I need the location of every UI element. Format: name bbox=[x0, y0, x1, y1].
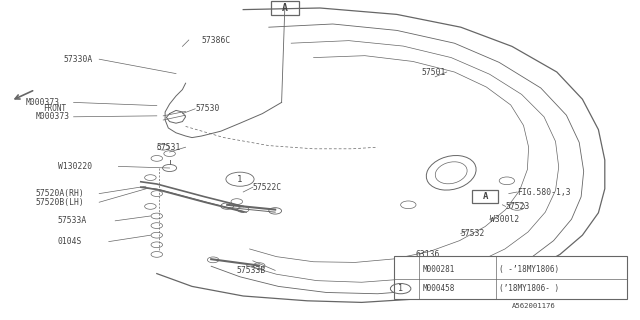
Text: M000281: M000281 bbox=[422, 265, 455, 274]
Text: 57501: 57501 bbox=[421, 68, 445, 76]
Text: M000373: M000373 bbox=[35, 112, 69, 121]
Text: A: A bbox=[282, 3, 288, 13]
Text: 57531: 57531 bbox=[157, 143, 181, 152]
Text: 57520A(RH): 57520A(RH) bbox=[35, 189, 84, 198]
Text: (’18MY1806- ): (’18MY1806- ) bbox=[499, 284, 559, 293]
Text: 57530: 57530 bbox=[195, 104, 220, 113]
Text: A: A bbox=[483, 192, 488, 201]
Text: 1: 1 bbox=[237, 175, 243, 184]
Text: 57533B: 57533B bbox=[237, 266, 266, 275]
Text: 1: 1 bbox=[398, 284, 403, 293]
Text: M000458: M000458 bbox=[422, 284, 455, 293]
Text: 57523: 57523 bbox=[506, 202, 530, 211]
Text: A562001176: A562001176 bbox=[512, 303, 556, 308]
Text: 57532: 57532 bbox=[461, 229, 485, 238]
Text: 57520B(LH): 57520B(LH) bbox=[35, 198, 84, 207]
Text: W130220: W130220 bbox=[58, 162, 92, 171]
Text: FIG.580-1,3: FIG.580-1,3 bbox=[517, 188, 571, 196]
Text: W300l2: W300l2 bbox=[490, 215, 519, 224]
Text: 57522C: 57522C bbox=[253, 183, 282, 192]
Text: M000373: M000373 bbox=[26, 98, 60, 107]
Text: 63136: 63136 bbox=[416, 250, 440, 259]
FancyBboxPatch shape bbox=[394, 256, 627, 299]
Text: FRONT: FRONT bbox=[43, 104, 66, 113]
Text: 57330A: 57330A bbox=[64, 55, 93, 64]
Text: ( -’18MY1806): ( -’18MY1806) bbox=[499, 265, 559, 274]
Text: 57386C: 57386C bbox=[202, 36, 231, 44]
Text: 0104S: 0104S bbox=[58, 237, 82, 246]
Text: 57533A: 57533A bbox=[58, 216, 87, 225]
